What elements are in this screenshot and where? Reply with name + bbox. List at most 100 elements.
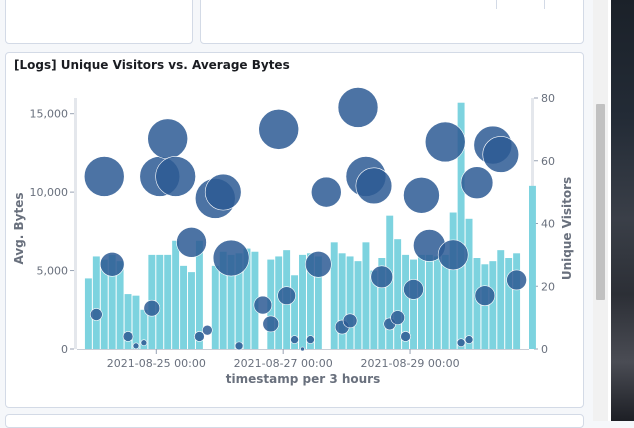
background-photo-edge [608, 0, 634, 421]
bubble [290, 335, 299, 344]
panel-bottom [5, 414, 584, 428]
bar [441, 254, 449, 349]
bar [84, 278, 92, 349]
panel-top-left [5, 0, 193, 44]
bubble [202, 324, 213, 336]
bar [306, 253, 314, 349]
bar [346, 256, 354, 349]
bar [505, 258, 513, 349]
y-right-tick-label: 60 [541, 155, 555, 168]
bubble [90, 308, 103, 321]
bar [529, 185, 536, 349]
visualization-panel[interactable]: [Logs] Unique Visitors vs. Average Bytes… [5, 52, 584, 408]
panel-divider [544, 0, 545, 9]
bubble [482, 136, 520, 173]
bar [481, 264, 489, 349]
bubble [400, 331, 411, 342]
bar [235, 253, 243, 349]
bar [180, 265, 188, 349]
bubble [176, 227, 207, 258]
bubble [355, 167, 393, 205]
bar [362, 242, 370, 349]
bar [457, 102, 465, 349]
y-axis-title-right: Unique Visitors [560, 177, 574, 280]
bar [402, 254, 410, 349]
panel-divider [496, 0, 497, 9]
bar [489, 261, 497, 349]
bar [338, 253, 346, 349]
bubble [342, 313, 358, 329]
y-right-tick-label: 40 [541, 218, 555, 231]
bar [314, 256, 322, 349]
bubble [506, 269, 527, 291]
bar [354, 261, 362, 349]
bar [116, 261, 124, 349]
x-axis-title: timestamp per 3 hours [226, 372, 380, 386]
x-tick-label: 2021-08-29 00:00 [360, 357, 459, 370]
bubble [155, 156, 196, 197]
bar [394, 239, 402, 349]
bar [425, 254, 433, 349]
bubble [204, 173, 242, 211]
bar [370, 270, 378, 349]
bar [195, 240, 203, 349]
bar [140, 309, 148, 349]
bubble [300, 346, 305, 352]
y-right-tick-label: 0 [541, 343, 548, 356]
y-left-tick-label: 5,000 [37, 265, 69, 278]
bar [275, 256, 283, 349]
bubble [403, 176, 440, 214]
bubble [262, 315, 280, 333]
bubble [122, 331, 134, 342]
y-left-tick-label: 0 [61, 343, 68, 356]
bar [124, 294, 132, 349]
bar [92, 256, 100, 349]
bar [378, 258, 386, 349]
bar [132, 295, 140, 349]
bar [497, 250, 505, 349]
y-left-tick-label: 15,000 [30, 108, 69, 121]
bubble [99, 251, 125, 277]
bubble-series [83, 87, 527, 352]
bar [108, 254, 116, 349]
bubble [212, 239, 250, 277]
bubble [83, 156, 125, 197]
bubble [310, 176, 342, 208]
bubble [140, 339, 148, 347]
bar [513, 253, 521, 349]
bar [473, 258, 481, 349]
y-axis-left-line [74, 98, 77, 349]
bar [410, 259, 417, 349]
bubble [277, 286, 296, 305]
chart-svg: 0 5,000 10,000 15,000 0 20 40 60 80 2021-08-25 00… [12, 87, 574, 386]
x-tick-label: 2021-08-25 00:00 [107, 357, 206, 370]
bar [433, 256, 441, 349]
panel-title: [Logs] Unique Visitors vs. Average Bytes [14, 58, 290, 72]
bar [449, 212, 457, 349]
bubble [403, 279, 424, 300]
bar [227, 254, 235, 349]
bar [299, 254, 306, 349]
bubble [234, 341, 244, 351]
x-tick-label: 2021-08-27 00:00 [234, 357, 333, 370]
bubble [460, 166, 494, 200]
bubble [464, 335, 474, 344]
bar [465, 218, 473, 349]
y-axis-title-left: Avg. Bytes [12, 193, 26, 265]
bubble [305, 250, 332, 278]
y-right-tick-label: 20 [541, 280, 555, 293]
y-right-tick-label: 80 [541, 92, 555, 105]
bar [291, 275, 299, 349]
bubble [306, 335, 315, 344]
bubble [194, 331, 205, 342]
bubble [132, 342, 140, 350]
bubble [456, 338, 466, 348]
bar [243, 248, 251, 349]
bar [219, 251, 227, 349]
bar [164, 254, 172, 349]
bubble [437, 239, 469, 271]
bar [211, 265, 219, 349]
scrollbar-thumb[interactable] [596, 104, 605, 300]
bubble [337, 87, 379, 128]
bubble [474, 285, 496, 306]
